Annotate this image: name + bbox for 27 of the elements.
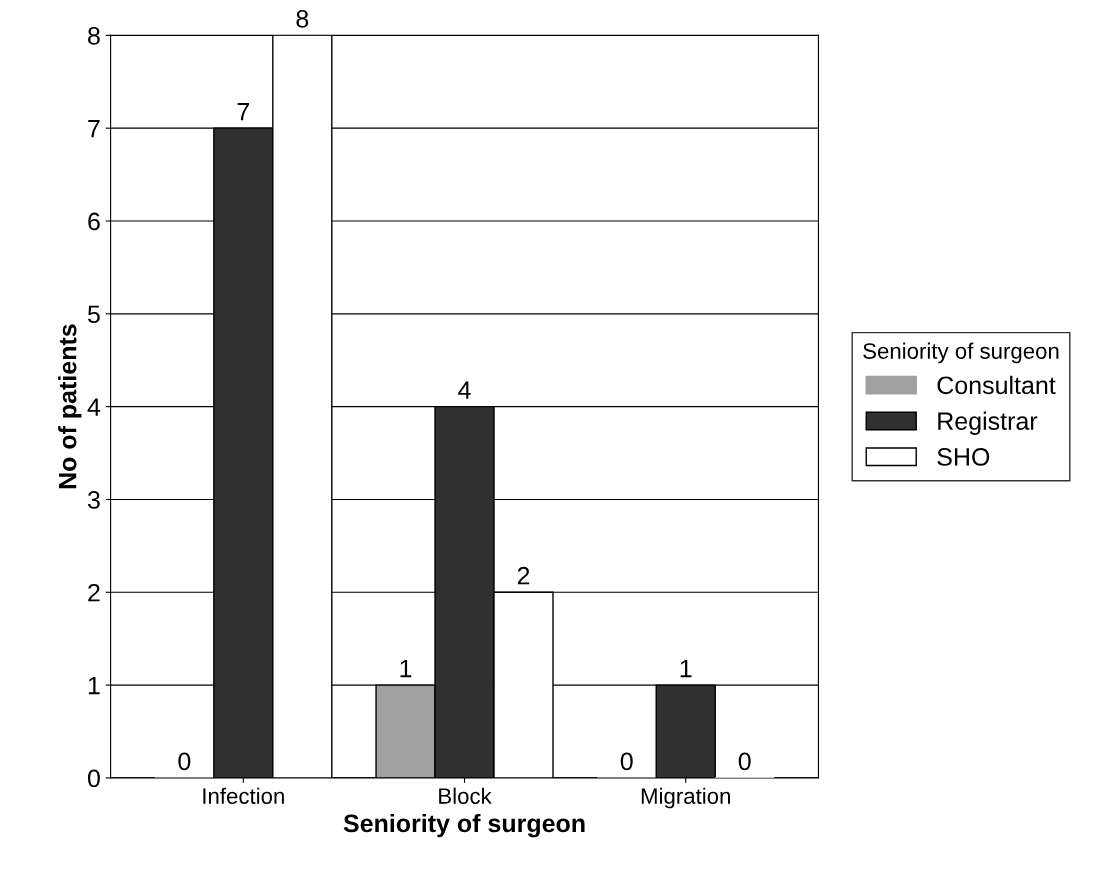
data-label: 1 (400, 659, 412, 678)
y-axis-title: No of patients (58, 324, 82, 489)
y-tick-label: 0 (87, 769, 100, 788)
y-tick-label: 7 (88, 120, 100, 138)
data-label: 2 (517, 566, 530, 585)
data-label: 1 (680, 659, 692, 678)
data-label: 8 (296, 9, 309, 28)
x-axis-title: Seniority of surgeon (343, 813, 585, 838)
x-tick-label: Migration (641, 787, 730, 809)
y-tick-label: 4 (87, 398, 101, 416)
data-label: 0 (620, 752, 633, 771)
x-tick-label: Infection (203, 787, 284, 804)
legend-label: Consultant (937, 375, 1056, 395)
data-label: 7 (237, 103, 250, 121)
y-tick-label: 1 (88, 676, 100, 695)
legend-label: Registrar (938, 411, 1038, 435)
legend-title: Seniority of surgeon (863, 342, 1059, 364)
data-label: 0 (738, 752, 751, 771)
x-tick-label: Block (439, 787, 492, 804)
y-tick-label: 8 (88, 26, 100, 45)
y-tick-label: 2 (88, 583, 100, 602)
data-label: 4 (458, 381, 471, 399)
y-tick-label: 6 (88, 212, 100, 231)
data-label: 0 (178, 752, 191, 771)
y-tick-label: 5 (87, 305, 100, 324)
y-tick-label: 3 (87, 491, 100, 509)
legend-label: SHO (937, 448, 990, 466)
